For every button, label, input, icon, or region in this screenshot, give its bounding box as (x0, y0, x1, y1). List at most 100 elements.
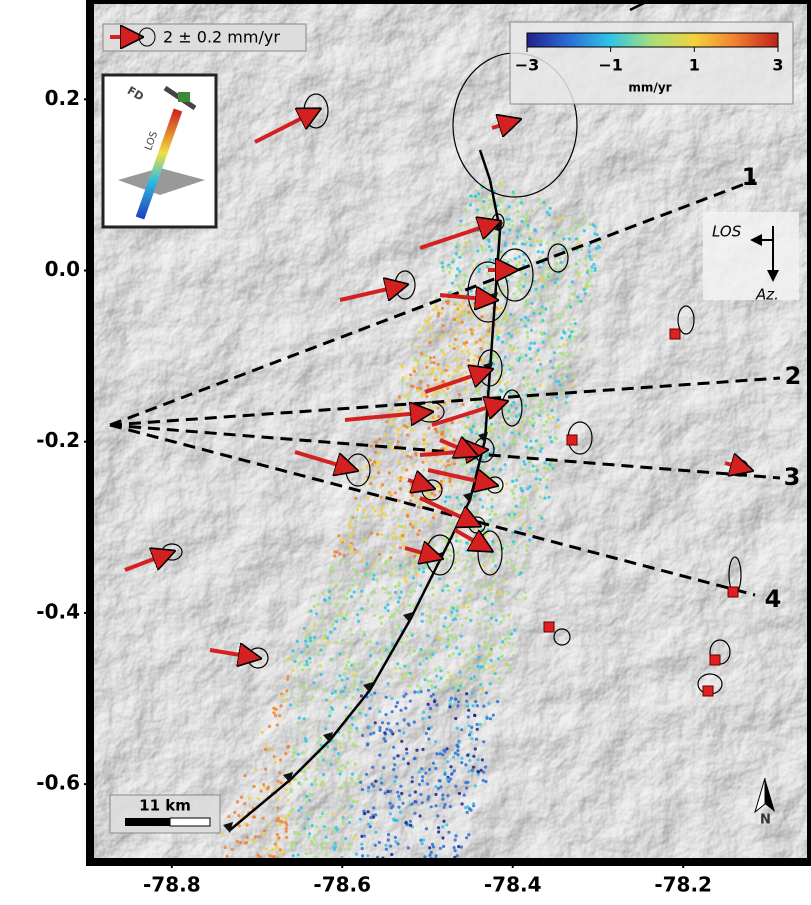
insar-point (472, 802, 475, 805)
insar-point (437, 415, 440, 418)
insar-point (343, 617, 346, 620)
insar-point (361, 576, 364, 579)
insar-point (566, 375, 569, 378)
insar-point (365, 642, 368, 645)
insar-point (524, 591, 527, 594)
insar-point (528, 346, 531, 349)
insar-point (426, 491, 429, 494)
insar-point (373, 650, 376, 653)
insar-point (526, 561, 529, 564)
insar-point (317, 653, 320, 656)
insar-point (535, 353, 538, 356)
insar-point (264, 768, 267, 771)
insar-point (496, 338, 499, 341)
insar-point (267, 824, 270, 827)
insar-point (440, 312, 443, 315)
insar-point (302, 751, 305, 754)
insar-point (338, 742, 341, 745)
insar-point (467, 709, 470, 712)
insar-point (396, 791, 399, 794)
insar-point (478, 585, 481, 588)
insar-point (522, 215, 525, 218)
insar-point (382, 766, 385, 769)
insar-point (399, 546, 402, 549)
insar-point (460, 728, 463, 731)
insar-point (437, 830, 440, 833)
insar-point (474, 700, 477, 703)
insar-point (420, 394, 423, 397)
insar-point (436, 460, 439, 463)
insar-point (356, 674, 359, 677)
insar-point (373, 614, 376, 617)
insar-point (573, 217, 576, 220)
insar-point (483, 291, 486, 294)
insar-point (427, 427, 430, 430)
insar-point (566, 355, 569, 358)
insar-point (536, 469, 539, 472)
insar-point (326, 745, 329, 748)
insar-point (337, 752, 340, 755)
insar-point (485, 599, 488, 602)
insar-point (410, 385, 413, 388)
insar-point (329, 659, 332, 662)
insar-point (354, 834, 357, 837)
insar-point (434, 668, 437, 671)
insar-point (379, 872, 382, 875)
insar-point (429, 359, 432, 362)
insar-point (348, 589, 351, 592)
insar-point (486, 627, 489, 630)
insar-point (588, 273, 591, 276)
x-tick-label: -78.4 (484, 873, 542, 897)
insar-point (458, 589, 461, 592)
insar-point (401, 477, 404, 480)
insar-point (307, 766, 310, 769)
insar-point (330, 763, 333, 766)
insar-point (520, 201, 523, 204)
insar-point (416, 691, 419, 694)
insar-point (483, 668, 486, 671)
insar-point (475, 190, 478, 193)
insar-point (418, 331, 421, 334)
insar-point (520, 571, 523, 574)
insar-point (508, 205, 511, 208)
insar-point (509, 258, 512, 261)
insar-point (408, 684, 411, 687)
insar-point (543, 461, 546, 464)
insar-point (350, 778, 353, 781)
insar-point (527, 319, 530, 322)
insar-point (373, 461, 376, 464)
insar-point (502, 231, 505, 234)
insar-point (321, 781, 324, 784)
insar-point (301, 696, 304, 699)
insar-point (325, 853, 328, 856)
insar-point (533, 342, 536, 345)
insar-point (465, 549, 468, 552)
insar-point (462, 665, 465, 668)
insar-point (513, 629, 516, 632)
insar-point (345, 613, 348, 616)
insar-point (394, 840, 397, 843)
insar-point (466, 223, 469, 226)
insar-point (430, 492, 433, 495)
insar-point (329, 592, 332, 595)
insar-point (359, 818, 362, 821)
insar-point (475, 430, 478, 433)
insar-point (578, 275, 581, 278)
insar-point (262, 783, 265, 786)
insar-point (556, 418, 559, 421)
insar-point (500, 322, 503, 325)
insar-point (360, 694, 363, 697)
insar-point (468, 239, 471, 242)
insar-point (515, 415, 518, 418)
insar-point (254, 835, 257, 838)
insar-point (464, 345, 467, 348)
insar-point (221, 831, 224, 834)
insar-point (422, 650, 425, 653)
y-tick-label: -0.4 (36, 599, 80, 623)
insar-point (374, 509, 377, 512)
insar-point (422, 671, 425, 674)
insar-point (336, 696, 339, 699)
insar-point (479, 347, 482, 350)
insar-point (461, 649, 464, 652)
insar-point (457, 753, 460, 756)
